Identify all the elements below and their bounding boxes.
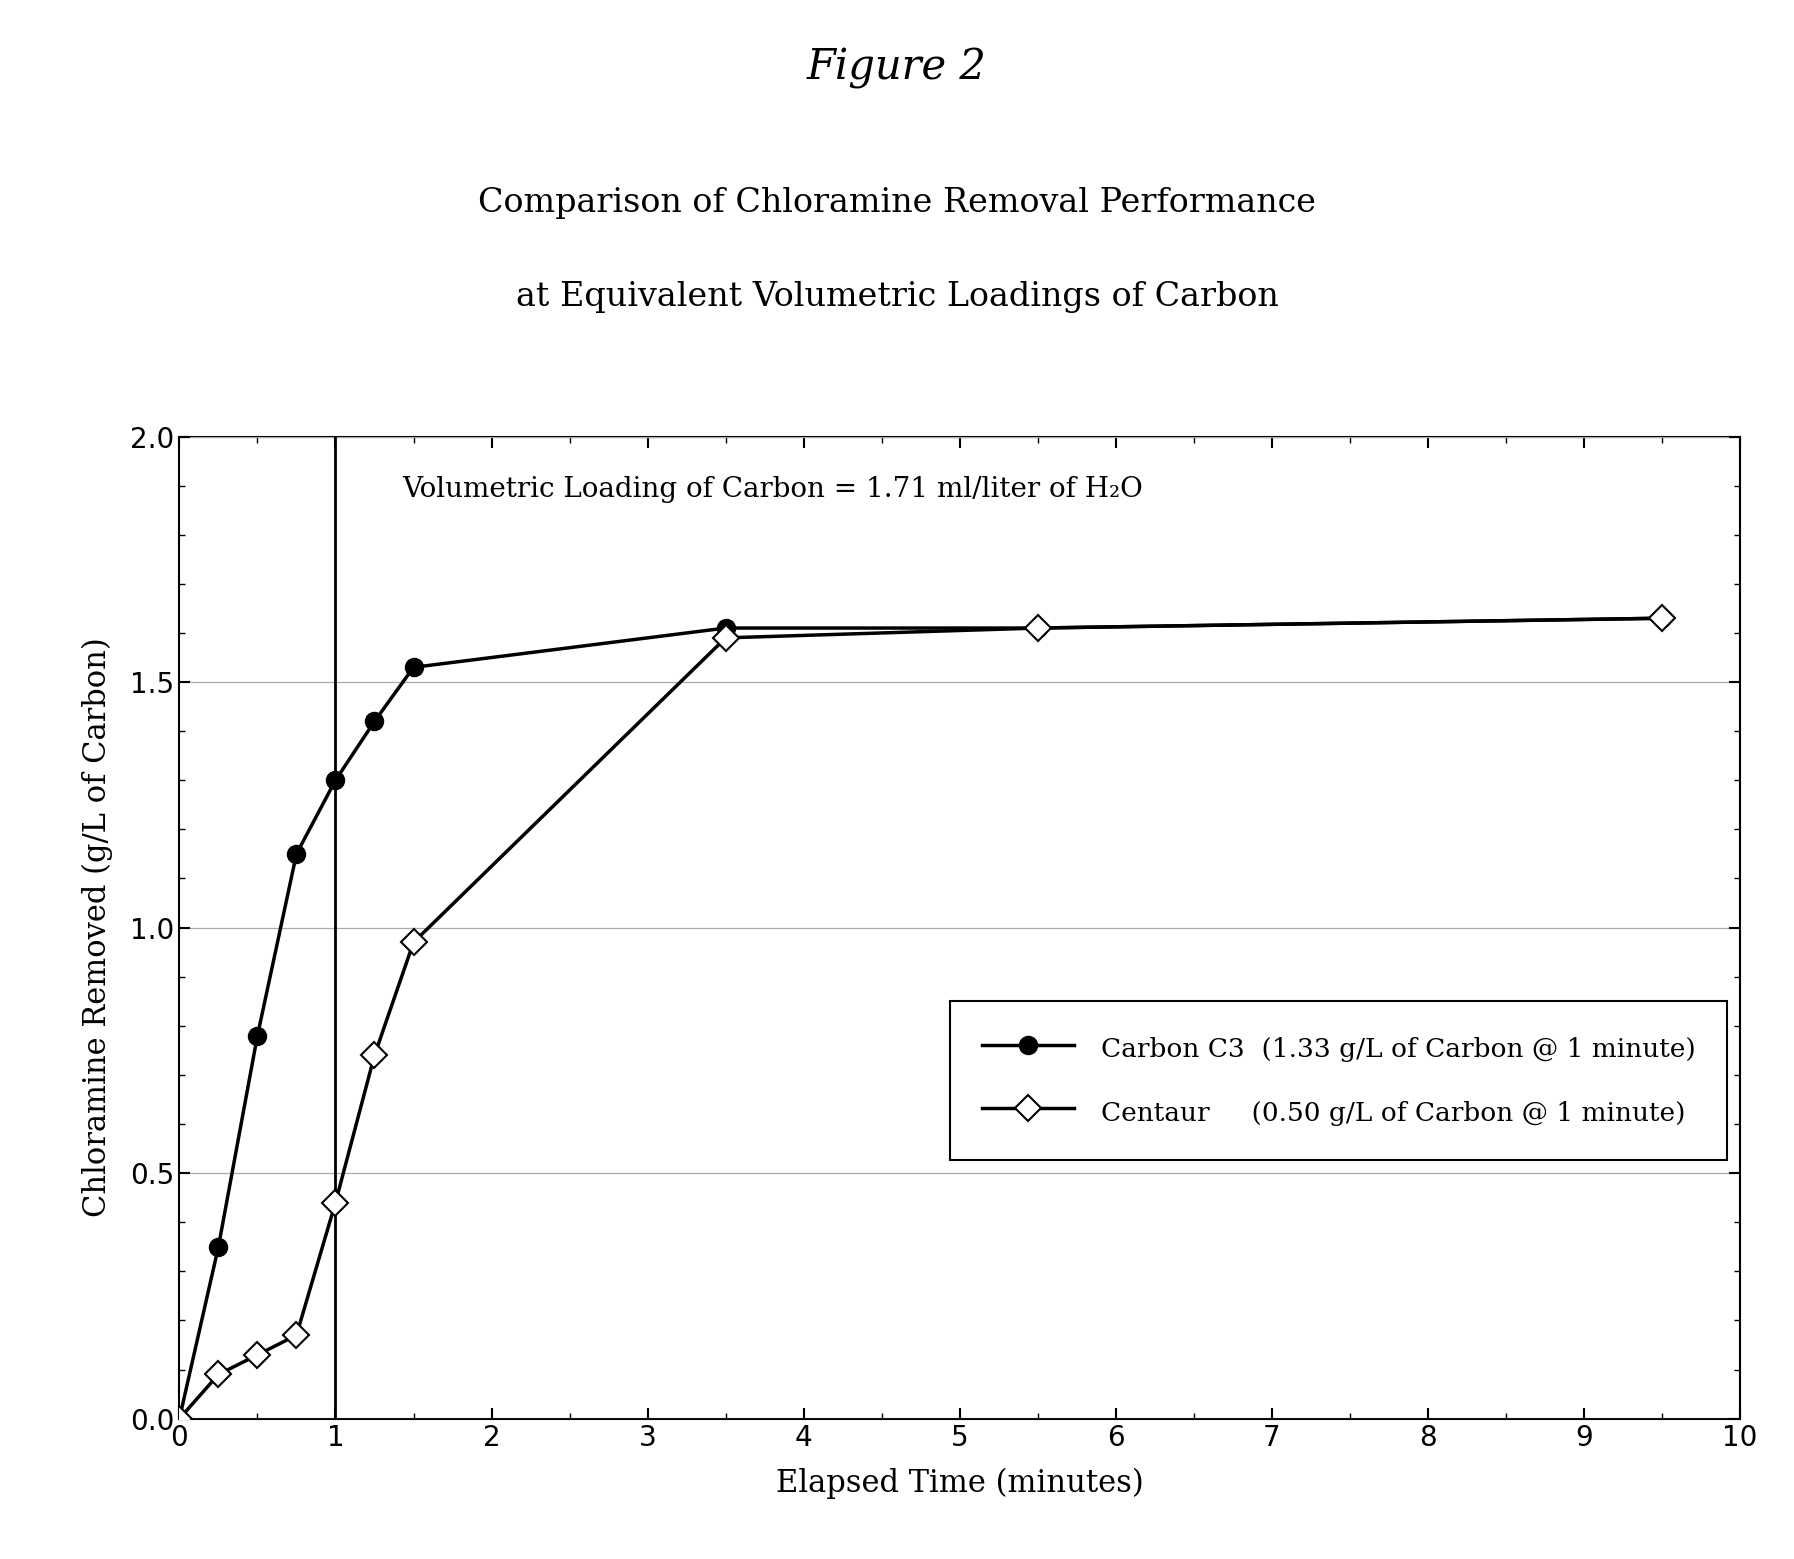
Carbon C3  (1.33 g/L of Carbon @ 1 minute)	[208, 1238, 230, 1257]
Text: Comparison of Chloramine Removal Performance: Comparison of Chloramine Removal Perform…	[477, 187, 1317, 220]
Centaur     (0.50 g/L of Carbon @ 1 minute)	[364, 1046, 386, 1065]
Text: Figure 2: Figure 2	[807, 47, 987, 89]
Centaur     (0.50 g/L of Carbon @ 1 minute)	[208, 1366, 230, 1384]
Centaur     (0.50 g/L of Carbon @ 1 minute)	[325, 1193, 346, 1211]
Centaur     (0.50 g/L of Carbon @ 1 minute)	[246, 1345, 269, 1364]
Centaur     (0.50 g/L of Carbon @ 1 minute)	[169, 1409, 190, 1428]
Line: Centaur     (0.50 g/L of Carbon @ 1 minute): Centaur (0.50 g/L of Carbon @ 1 minute)	[170, 610, 1672, 1428]
Centaur     (0.50 g/L of Carbon @ 1 minute)	[1026, 619, 1048, 638]
Carbon C3  (1.33 g/L of Carbon @ 1 minute)	[1026, 619, 1048, 638]
Centaur     (0.50 g/L of Carbon @ 1 minute)	[1650, 610, 1672, 628]
Centaur     (0.50 g/L of Carbon @ 1 minute)	[714, 628, 736, 647]
Carbon C3  (1.33 g/L of Carbon @ 1 minute)	[285, 845, 307, 864]
Carbon C3  (1.33 g/L of Carbon @ 1 minute)	[714, 619, 736, 638]
Y-axis label: Chloramine Removed (g/L of Carbon): Chloramine Removed (g/L of Carbon)	[83, 638, 113, 1218]
Carbon C3  (1.33 g/L of Carbon @ 1 minute)	[1650, 610, 1672, 628]
Carbon C3  (1.33 g/L of Carbon @ 1 minute)	[364, 712, 386, 731]
Centaur     (0.50 g/L of Carbon @ 1 minute)	[402, 932, 423, 951]
Text: Volumetric Loading of Carbon = 1.71 ml/liter of H₂O: Volumetric Loading of Carbon = 1.71 ml/l…	[402, 475, 1143, 504]
Carbon C3  (1.33 g/L of Carbon @ 1 minute)	[325, 770, 346, 789]
Carbon C3  (1.33 g/L of Carbon @ 1 minute)	[402, 658, 423, 677]
Centaur     (0.50 g/L of Carbon @ 1 minute)	[285, 1325, 307, 1344]
Text: at Equivalent Volumetric Loadings of Carbon: at Equivalent Volumetric Loadings of Car…	[515, 281, 1279, 313]
X-axis label: Elapsed Time (minutes): Elapsed Time (minutes)	[777, 1469, 1143, 1500]
Carbon C3  (1.33 g/L of Carbon @ 1 minute)	[169, 1409, 190, 1428]
Legend: Carbon C3  (1.33 g/L of Carbon @ 1 minute), Centaur     (0.50 g/L of Carbon @ 1 : Carbon C3 (1.33 g/L of Carbon @ 1 minute…	[951, 1001, 1728, 1160]
Line: Carbon C3  (1.33 g/L of Carbon @ 1 minute): Carbon C3 (1.33 g/L of Carbon @ 1 minute…	[170, 610, 1672, 1428]
Carbon C3  (1.33 g/L of Carbon @ 1 minute)	[246, 1026, 269, 1045]
